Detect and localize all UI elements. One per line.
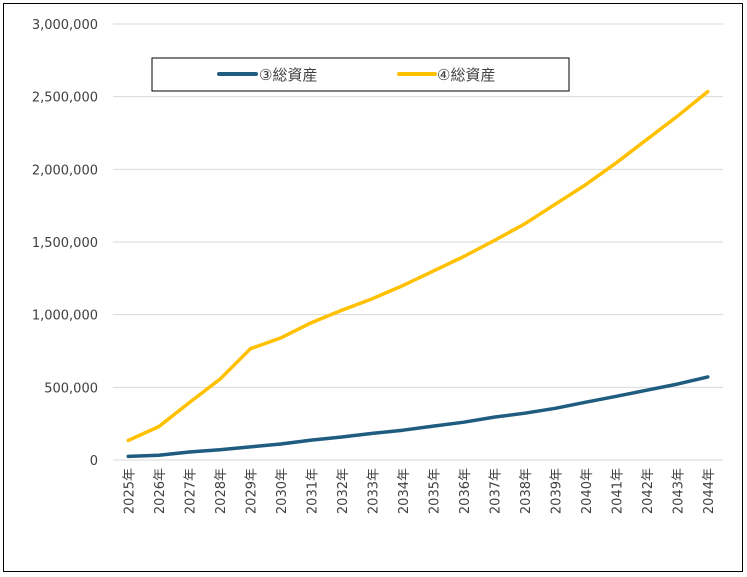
x-tick-label: 2033年	[366, 468, 381, 514]
x-tick-label: 2026年	[153, 468, 168, 514]
series-lines	[126, 89, 710, 459]
x-tick-label: 2034年	[397, 468, 412, 514]
x-tick-label: 2044年	[702, 468, 717, 514]
legend: ③総資産 ④総資産	[151, 57, 570, 92]
x-tick-label: 2039年	[549, 468, 564, 514]
y-tick-label: 2,500,000	[32, 91, 98, 106]
y-tick-label: 500,000	[44, 381, 98, 396]
x-tick-label: 2031年	[305, 468, 320, 514]
x-tick-label: 2036年	[458, 468, 473, 514]
x-tick-label: 2032年	[336, 468, 351, 514]
x-tick-label: 2030年	[275, 468, 290, 514]
legend-label-series-1: ③総資産	[259, 66, 317, 84]
x-axis-tick-labels: 2025年 2026年 2027年 2028年 2029年 2030年 2031年 2032年…	[122, 468, 717, 514]
y-tick-label: 3,000,000	[32, 18, 98, 33]
y-axis-tick-labels: 0 500,000 1,000,000 1,500,000 2,000,000 2,500…	[32, 18, 98, 469]
x-tick-label: 2041年	[610, 468, 625, 514]
y-tick-label: 1,500,000	[32, 236, 98, 251]
x-tick-label: 2040年	[580, 468, 595, 514]
x-tick-label: 2029年	[244, 468, 259, 514]
y-tick-label: 0	[90, 454, 98, 469]
x-tick-label: 2043年	[671, 468, 686, 514]
series-line-1	[126, 375, 710, 459]
x-tick-label: 2037年	[488, 468, 503, 514]
series-line-2	[126, 89, 710, 443]
legend-box	[151, 57, 570, 92]
legend-label-series-2: ④総資産	[437, 66, 495, 84]
chart-frame	[3, 3, 743, 572]
x-tick-label: 2028年	[214, 468, 229, 514]
y-tick-label: 2,000,000	[32, 163, 98, 178]
gridlines	[113, 23, 723, 461]
x-tick-label: 2038年	[519, 468, 534, 514]
x-tick-label: 2035年	[427, 468, 442, 514]
x-tick-label: 2027年	[183, 468, 198, 514]
x-tick-label: 2025年	[122, 468, 137, 514]
x-tick-label: 2042年	[641, 468, 656, 514]
y-tick-label: 1,000,000	[32, 309, 98, 324]
